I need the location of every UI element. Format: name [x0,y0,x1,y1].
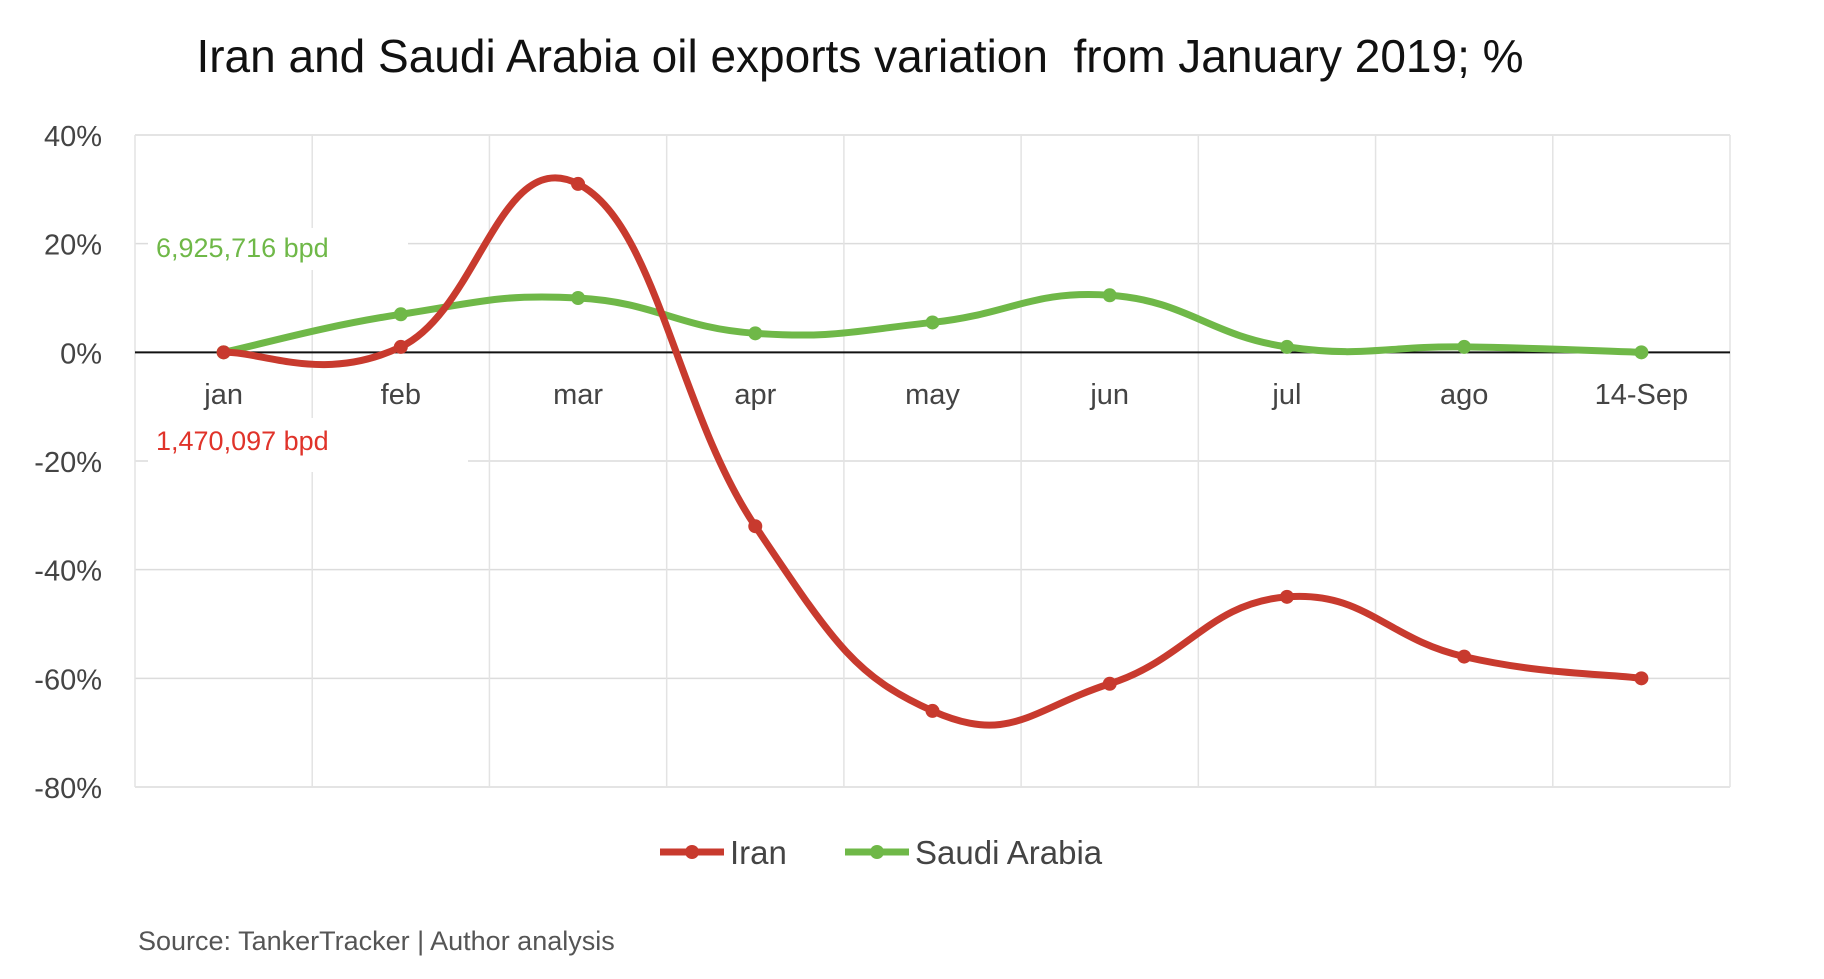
data-point-iran [925,703,940,718]
data-point-iran [1634,671,1649,686]
data-point-saudi-arabia [748,326,763,341]
x-tick-label: feb [381,379,421,411]
legend-marker-iran [685,845,699,859]
legend-label-iran: Iran [730,834,787,871]
y-tick-label: 20% [44,230,102,262]
x-tick-label: jan [203,379,243,411]
data-point-iran [393,339,408,354]
x-tick-label: jul [1271,379,1301,411]
source-note: Source: TankerTracker | Author analysis [138,926,615,956]
series [216,174,1649,729]
chart-title: Iran and Saudi Arabia oil exports variat… [196,30,1523,82]
annotations: 6,925,716 bpd 1,470,097 bpd [148,228,468,472]
y-tick-label: 40% [44,121,102,153]
x-tick-label: jun [1089,379,1129,411]
data-point-iran [1279,589,1294,604]
data-point-saudi-arabia [925,315,940,330]
annotation-mask [148,228,408,270]
axes: 40% 20% 0% -20% -40% -60% -80% jan feb mar apr may j… [34,121,1730,805]
data-point-iran [1102,676,1117,691]
legend-label-saudi-arabia: Saudi Arabia [915,834,1103,871]
annotation-mask [148,418,468,472]
x-tick-label: ago [1440,379,1488,411]
x-tick-label: may [905,379,960,411]
annotation-iran-bpd: 1,470,097 bpd [156,426,329,456]
data-point-iran [571,176,586,191]
data-point-iran [748,519,763,534]
y-tick-label: -60% [34,664,102,696]
annotation-saudi-bpd: 6,925,716 bpd [156,233,329,263]
data-point-iran [1457,649,1472,664]
data-point-saudi-arabia [1279,339,1294,354]
y-tick-label: 0% [60,338,102,370]
data-point-saudi-arabia [1634,345,1649,360]
x-tick-label: mar [553,379,603,411]
legend: Iran Saudi Arabia [660,834,1103,871]
data-point-saudi-arabia [1102,288,1117,303]
y-tick-label: -80% [34,773,102,805]
legend-marker-saudi-arabia [870,845,884,859]
y-tick-label: -40% [34,556,102,588]
data-point-iran [216,345,231,360]
x-tick-label: 14-Sep [1595,379,1689,411]
series-line-iran [220,174,1645,729]
data-point-saudi-arabia [1457,339,1472,354]
y-tick-label: -20% [34,447,102,479]
data-point-saudi-arabia [571,291,586,305]
x-tick-label: apr [734,379,776,411]
data-point-saudi-arabia [393,307,408,322]
